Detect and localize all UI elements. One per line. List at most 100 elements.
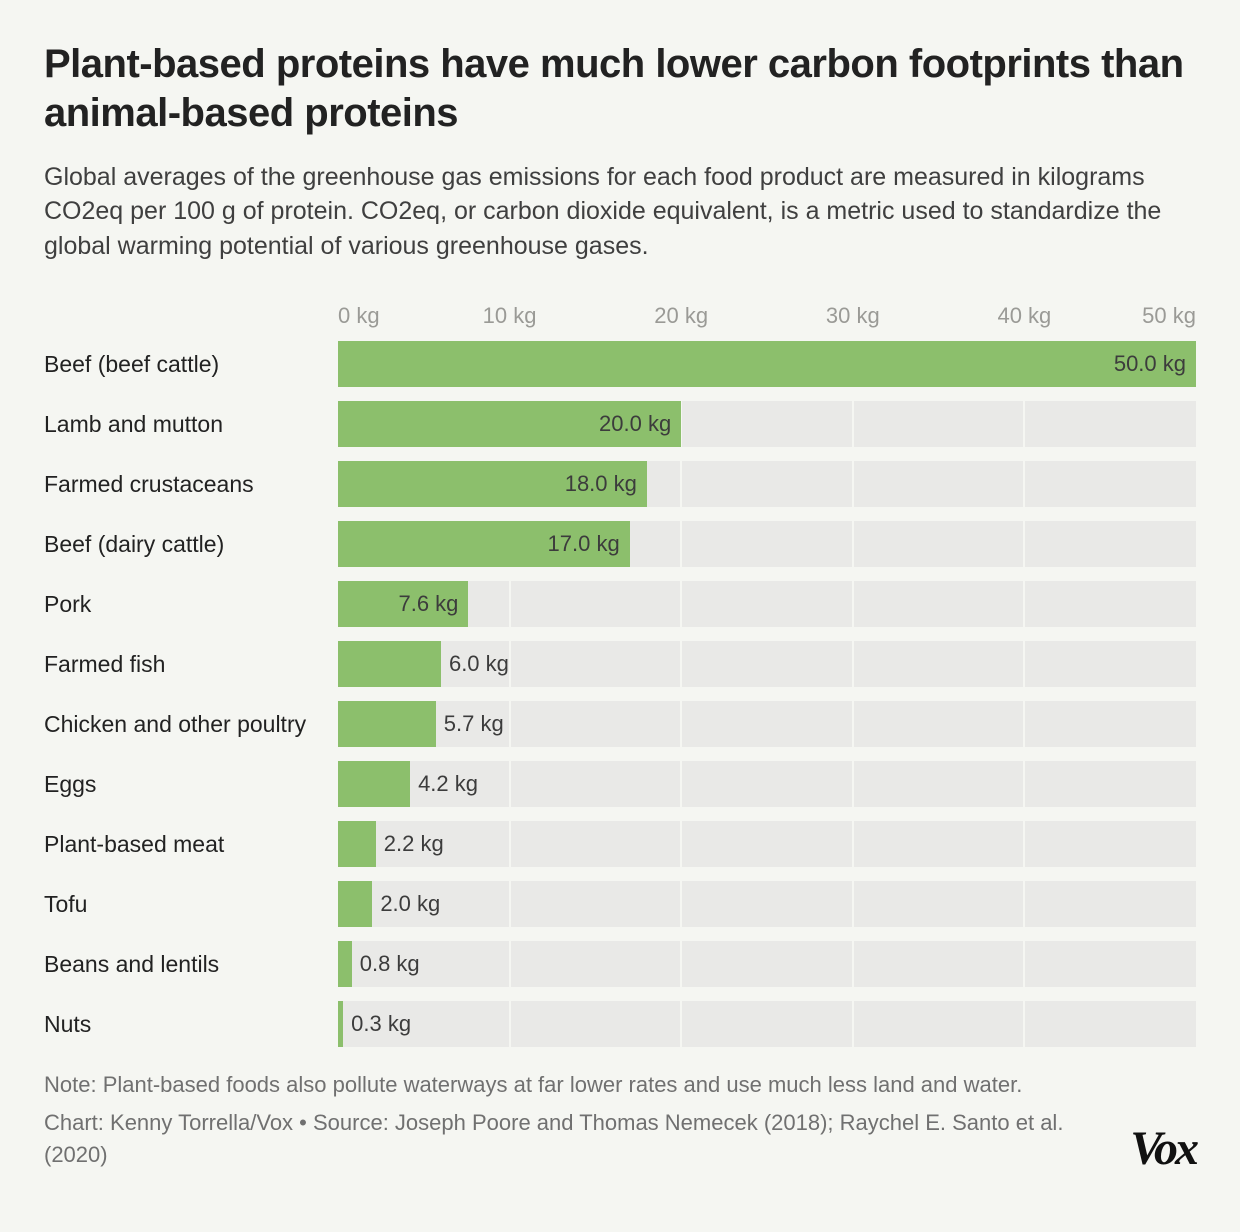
chart-row: Chicken and other poultry5.7 kg	[44, 701, 1196, 747]
grid-segment	[511, 1001, 681, 1047]
grid-segment	[511, 701, 681, 747]
grid-segment	[1025, 1001, 1196, 1047]
bar-track: 0.3 kg	[338, 1001, 1196, 1047]
bar-value-label: 7.6 kg	[398, 591, 468, 617]
x-axis-tick: 10 kg	[483, 303, 537, 329]
bar-track: 17.0 kg	[338, 521, 1196, 567]
chart-row: Eggs4.2 kg	[44, 761, 1196, 807]
x-axis-tick: 30 kg	[826, 303, 880, 329]
chart-row: Tofu 2.0 kg	[44, 881, 1196, 927]
grid-segment	[854, 941, 1024, 987]
footer-credit: Chart: Kenny Torrella/Vox • Source: Jose…	[44, 1107, 1066, 1171]
x-axis-tick: 20 kg	[654, 303, 708, 329]
bar	[338, 1001, 343, 1047]
bar-track: 2.2 kg	[338, 821, 1196, 867]
grid-segment	[854, 641, 1024, 687]
grid-segment	[682, 821, 852, 867]
bar-value-wrap: 4.2 kg	[418, 761, 478, 807]
vox-logo: Vox	[1130, 1125, 1196, 1173]
bar-value-wrap: 0.3 kg	[351, 1001, 411, 1047]
row-label: Nuts	[44, 1011, 338, 1038]
row-label: Farmed fish	[44, 651, 338, 678]
grid-segment	[682, 461, 852, 507]
bar	[338, 821, 376, 867]
grid-segment	[1025, 881, 1196, 927]
grid-segment	[1025, 701, 1196, 747]
bar-track: 2.0 kg	[338, 881, 1196, 927]
bar-track: 50.0 kg	[338, 341, 1196, 387]
grid-segment	[511, 581, 681, 627]
grid-segment	[1025, 641, 1196, 687]
chart-row: Beef (dairy cattle)17.0 kg	[44, 521, 1196, 567]
chart-title: Plant-based proteins have much lower car…	[44, 40, 1196, 138]
row-label: Beans and lentils	[44, 951, 338, 978]
chart-row: Farmed fish 6.0 kg	[44, 641, 1196, 687]
row-label: Beef (beef cattle)	[44, 351, 338, 378]
row-label: Beef (dairy cattle)	[44, 531, 338, 558]
row-label: Pork	[44, 591, 338, 618]
bar-track: 6.0 kg	[338, 641, 1196, 687]
bar-value-label: 2.0 kg	[380, 891, 440, 917]
bar-value-label: 0.3 kg	[351, 1011, 411, 1037]
bar-value-wrap: 2.2 kg	[384, 821, 444, 867]
bar	[338, 761, 410, 807]
chart-row: Beans and lentils 0.8 kg	[44, 941, 1196, 987]
bar-value-wrap: 0.8 kg	[360, 941, 420, 987]
grid-segment	[854, 401, 1024, 447]
bar-value-label: 2.2 kg	[384, 831, 444, 857]
row-label: Farmed crustaceans	[44, 471, 338, 498]
bar-track: 18.0 kg	[338, 461, 1196, 507]
grid-segment	[854, 461, 1024, 507]
grid-segment	[511, 761, 681, 807]
grid-segment	[1025, 521, 1196, 567]
bar: 20.0 kg	[338, 401, 681, 447]
bar-value-label: 18.0 kg	[565, 471, 647, 497]
grid-segment	[682, 701, 852, 747]
grid-segment	[854, 761, 1024, 807]
bar	[338, 881, 372, 927]
grid-segment	[1025, 821, 1196, 867]
grid-segment	[854, 881, 1024, 927]
grid-segment	[682, 581, 852, 627]
grid-segment	[854, 701, 1024, 747]
grid-segment	[854, 521, 1024, 567]
grid-segment	[1025, 401, 1196, 447]
bar-value-label: 20.0 kg	[599, 411, 681, 437]
row-label: Lamb and mutton	[44, 411, 338, 438]
bar-value-wrap: 5.7 kg	[444, 701, 504, 747]
x-axis-tick: 40 kg	[997, 303, 1051, 329]
bar-track: 7.6 kg	[338, 581, 1196, 627]
x-axis-tick: 50 kg	[1142, 303, 1196, 329]
bar-value-label: 4.2 kg	[418, 771, 478, 797]
bar-value-label: 0.8 kg	[360, 951, 420, 977]
row-label: Tofu	[44, 891, 338, 918]
bar: 50.0 kg	[338, 341, 1196, 387]
bar: 17.0 kg	[338, 521, 630, 567]
bar-value-label: 5.7 kg	[444, 711, 504, 737]
bar-value-label: 6.0 kg	[449, 651, 509, 677]
bar-track: 0.8 kg	[338, 941, 1196, 987]
grid-segment	[682, 761, 852, 807]
grid-segment	[511, 821, 681, 867]
chart-row: Plant-based meat 2.2 kg	[44, 821, 1196, 867]
grid-segment	[1025, 941, 1196, 987]
bar	[338, 941, 352, 987]
grid-segment	[682, 521, 852, 567]
chart-footer: Note: Plant-based foods also pollute wat…	[44, 1069, 1196, 1171]
chart-row: Beef (beef cattle) 50.0 kg	[44, 341, 1196, 387]
bar-value-label: 50.0 kg	[1114, 351, 1196, 377]
x-axis: 0 kg10 kg20 kg30 kg40 kg50 kg	[44, 297, 1196, 331]
chart-row: Nuts 0.3 kg	[44, 1001, 1196, 1047]
grid-segment	[511, 641, 681, 687]
bar-track: 5.7 kg	[338, 701, 1196, 747]
row-label: Plant-based meat	[44, 831, 338, 858]
grid-segment	[854, 581, 1024, 627]
grid-segment	[511, 941, 681, 987]
grid-segment	[682, 941, 852, 987]
bar-value-wrap: 2.0 kg	[380, 881, 440, 927]
grid-segment	[1025, 761, 1196, 807]
bar-chart: 0 kg10 kg20 kg30 kg40 kg50 kg Beef (beef…	[44, 297, 1196, 1047]
grid-segment	[1025, 461, 1196, 507]
bar: 18.0 kg	[338, 461, 647, 507]
bar-track: 4.2 kg	[338, 761, 1196, 807]
